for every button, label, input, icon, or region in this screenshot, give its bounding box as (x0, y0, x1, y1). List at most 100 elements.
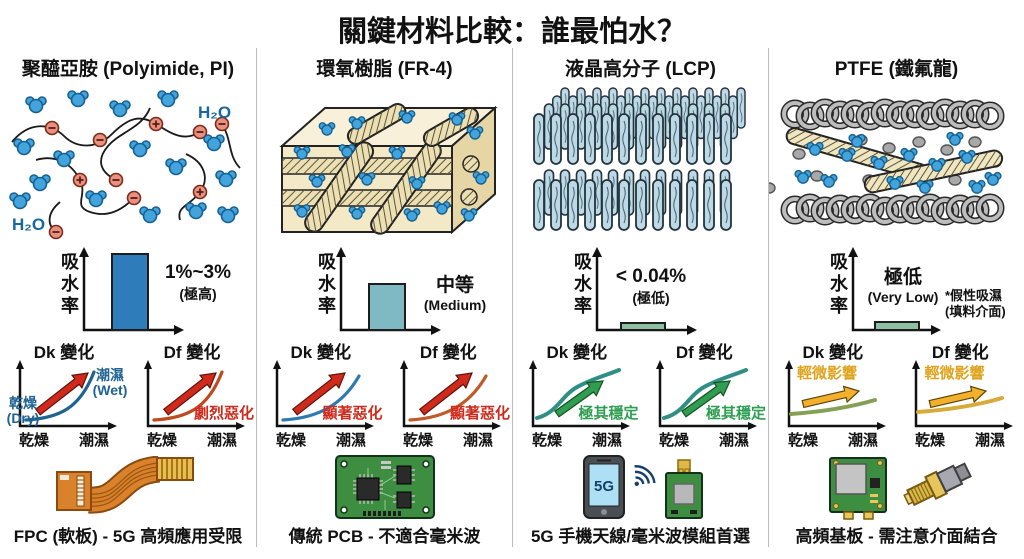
svg-text:潮濕: 潮濕 (463, 431, 493, 449)
wet-label: 潮濕 (Wet) (92, 367, 128, 399)
svg-text:潮濕: 潮濕 (207, 431, 237, 449)
df-chart: Df 變化 乾燥 潮濕 顯著惡化 (385, 338, 513, 454)
df-curve (662, 368, 749, 420)
dk-curve (534, 368, 621, 420)
absorption-bar (874, 321, 920, 331)
absorption-chart: 吸水率 極低 (Very Low) *假性吸濕 (填料介面) (769, 244, 1024, 338)
lcp-illustration (513, 84, 768, 244)
absorption-axes (592, 247, 697, 335)
dk-curve (788, 398, 877, 416)
trend-arrow (681, 380, 732, 418)
trend-arrow (162, 372, 217, 416)
df-chart: Df 變化 乾燥 潮濕 極其穩定 (641, 338, 769, 454)
svg-text:潮濕: 潮濕 (848, 431, 878, 449)
pcb-image (257, 454, 512, 520)
h2o-label: H₂O (12, 215, 45, 234)
column-polyimide: 聚醯亞胺 (Polyimide, PI) (0, 48, 256, 547)
phone-and-module-image: 5G (513, 454, 768, 520)
polar-groups (44, 116, 230, 240)
ptfe-coil-diagram (762, 84, 1024, 244)
column-caption: FPC (軟板) - 5G 高頻應用受限 (13, 527, 243, 546)
ptfe-illustration (762, 84, 1024, 244)
absorption-ylabel: 吸水率 (59, 252, 79, 318)
trend-arrow (553, 380, 604, 418)
dk-note: 輕微影響 (797, 365, 858, 382)
df-curve (916, 396, 1005, 414)
absorption-bar (368, 283, 406, 331)
df-chart: Df 變化 乾燥 潮濕 輕微影響 (897, 338, 1024, 454)
df-note: 顯著惡化 (449, 404, 510, 422)
wifi-icon (633, 465, 656, 487)
fpc-image (0, 454, 256, 520)
dk-curve (281, 374, 361, 422)
df-note: 輕微影響 (924, 365, 985, 382)
dry-label: 乾燥 (Dry) (6, 395, 40, 427)
svg-text:乾燥: 乾燥 (915, 431, 946, 449)
column-header: 液晶高分子 (LCP) (565, 59, 716, 80)
svg-text:乾燥: 乾燥 (147, 431, 178, 449)
trend-arrow (419, 372, 474, 416)
absorption-value: 中等 (Medium) (423, 275, 487, 313)
svg-text:乾燥: 乾燥 (659, 431, 690, 449)
absorption-chart: 吸水率 中等 (Medium) (257, 244, 512, 338)
df-chart: Df 變化 乾燥 潮濕 劇烈惡化 (128, 338, 256, 454)
fr4-illustration (257, 84, 512, 244)
h2o-label: H₂O (198, 103, 231, 122)
page-title: 關鍵材料比較：誰最怕水？ (337, 16, 686, 48)
column-caption: 高頻基板 - 需注意介面結合 (795, 527, 998, 546)
dk-df-charts: Dk 變化 乾燥 潮濕 極其穩定 Df 變化 (513, 338, 768, 454)
dk-note: 顯著惡化 (322, 404, 383, 422)
column-caption: 5G 手機天線/毫米波模組首選 (530, 527, 751, 546)
trend-arrow (34, 372, 89, 416)
glass-fiber-bands (281, 103, 480, 235)
dk-df-charts: Dk 變化 乾燥 潮濕 顯著惡化 Df 變化 (257, 338, 512, 454)
trend-arrow (928, 385, 988, 409)
rf-board-and-sma-image (769, 454, 1024, 520)
column-header: 環氧樹脂 (FR-4) (316, 59, 453, 80)
dk-df-charts: Dk 變化 乾燥 潮濕 乾燥 (Dry) 潮濕 (Wet) D (0, 338, 256, 454)
absorption-value: 極低 (Very Low) (867, 267, 939, 305)
phone-screen-text: 5G (593, 478, 613, 495)
svg-text:乾燥: 乾燥 (788, 431, 819, 449)
dk-chart: Dk 變化 乾燥 潮濕 顯著惡化 (257, 338, 385, 454)
liquid-crystal-rod-diagram (533, 87, 746, 231)
dk-chart: Dk 變化 乾燥 潮濕 輕微影響 (769, 338, 897, 454)
svg-text:潮濕: 潮濕 (336, 431, 366, 449)
columns-container: 聚醯亞胺 (Polyimide, PI) (0, 48, 1024, 547)
dk-note: 極其穩定 (578, 404, 639, 422)
polyimide-illustration: H₂O H₂O (0, 84, 256, 244)
svg-text:潮濕: 潮濕 (79, 431, 109, 449)
absorption-value: 1%~3% (極高) (164, 262, 232, 302)
svg-text:乾燥: 乾燥 (19, 431, 50, 449)
df-note: 劇烈惡化 (193, 404, 254, 422)
absorption-bar (620, 322, 666, 331)
rod-array (533, 87, 746, 231)
trend-arrow (801, 385, 860, 409)
absorption-ylabel: 吸水率 (572, 252, 592, 318)
column-fr4: 環氧樹脂 (FR-4) (256, 48, 512, 547)
polymer-chain-diagram: H₂O H₂O (9, 90, 241, 240)
column-ptfe: PTFE (鐵氟龍) (762, 48, 1024, 547)
absorption-axes (79, 247, 184, 335)
df-curve (152, 370, 224, 422)
absorption-chart: 吸水率 1%~3% (極高) (0, 244, 256, 338)
svg-text:潮濕: 潮濕 (975, 431, 1005, 449)
column-caption: 傳統 PCB - 不適合毫米波 (288, 527, 481, 546)
absorption-value: < 0.04% (極低) (615, 266, 687, 306)
svg-text:乾燥: 乾燥 (403, 431, 434, 449)
dk-df-charts: Dk 變化 乾燥 潮濕 輕微影響 Df 變化 (769, 338, 1024, 454)
dk-curve (24, 370, 96, 422)
dk-chart: Dk 變化 乾燥 潮濕 乾燥 (Dry) 潮濕 (Wet) (0, 338, 128, 454)
absorption-ylabel: 吸水率 (828, 252, 848, 318)
mmwave-module (664, 459, 703, 519)
df-curve (408, 374, 488, 422)
fiberglass-block-diagram (279, 103, 498, 235)
rf-board (828, 457, 887, 520)
absorption-chart: 吸水率 < 0.04% (極低) (513, 244, 768, 338)
trend-arrow (291, 372, 346, 416)
column-header: 聚醯亞胺 (Polyimide, PI) (21, 59, 235, 80)
pseudo-absorption-note: *假性吸濕 (填料介面) (945, 288, 1006, 319)
column-lcp: 液晶高分子 (LCP) (512, 48, 768, 547)
absorption-axes (336, 247, 441, 335)
df-note: 極其穩定 (705, 404, 766, 422)
